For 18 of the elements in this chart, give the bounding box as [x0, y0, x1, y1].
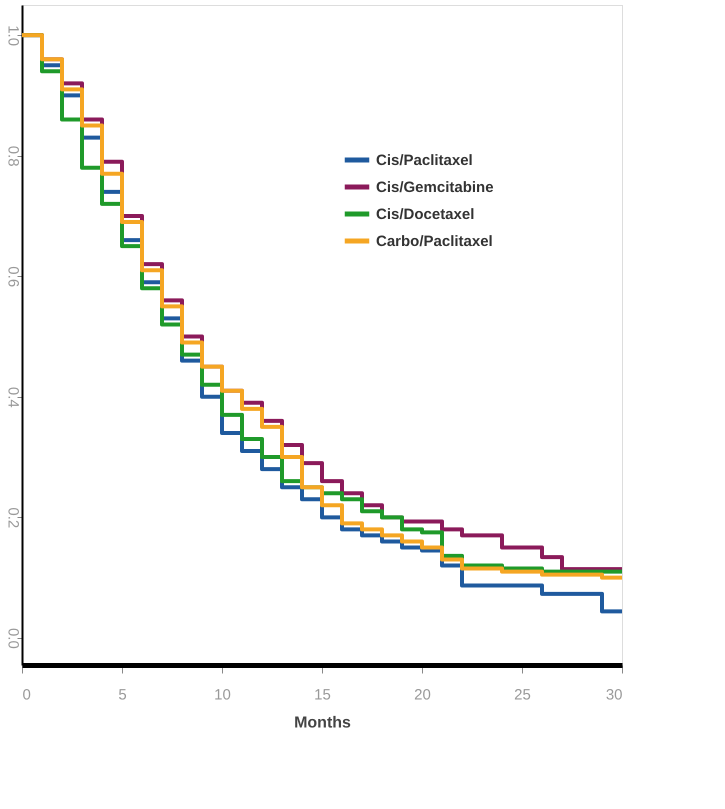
- x-axis-title: Months: [294, 714, 352, 732]
- legend-label: Cis/Docetaxel: [376, 206, 474, 223]
- y-tick-label: 0.8: [4, 146, 22, 167]
- y-tick-label: 0.2: [4, 507, 22, 528]
- x-tick-label: 5: [118, 686, 127, 704]
- x-tick-label: 30: [606, 686, 622, 704]
- y-tick-label: 1.0: [4, 25, 22, 46]
- legend-label: Cis/Gemcitabine: [376, 179, 494, 196]
- x-tick-label: 0: [22, 686, 31, 704]
- x-tick-label: 20: [414, 686, 431, 704]
- y-tick-label: 0.0: [4, 628, 22, 649]
- legend-label: Carbo/Paclitaxel: [376, 233, 493, 250]
- x-tick-label: 10: [214, 686, 231, 704]
- y-tick-label: 0.4: [4, 386, 22, 408]
- x-tick-label: 15: [314, 686, 331, 704]
- x-tick-label: 25: [514, 686, 531, 704]
- y-tick-label: 0.6: [4, 266, 22, 288]
- legend-label: Cis/Paclitaxel: [376, 152, 473, 169]
